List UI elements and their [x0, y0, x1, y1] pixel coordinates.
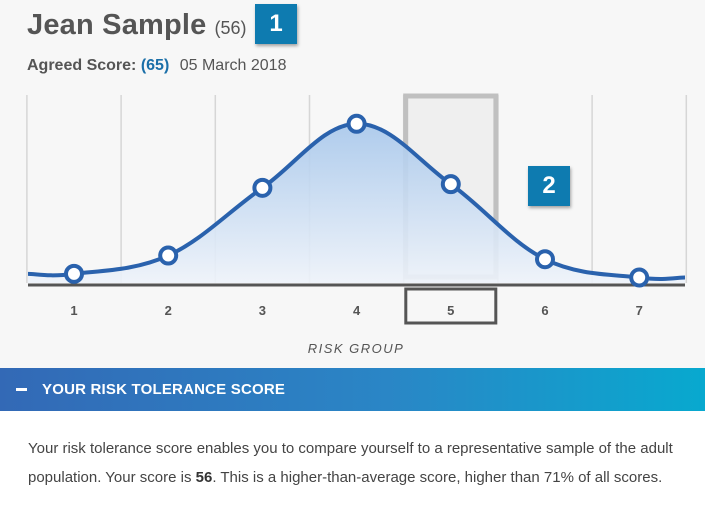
x-axis-ticks: 1 2 3 4 5 6 7: [70, 303, 642, 318]
tick-label-5: 5: [447, 303, 454, 318]
risk-group-chart: 1 2 3 4 5 6 7: [26, 93, 688, 325]
description-score: 56: [195, 469, 213, 486]
data-point-group-4: [346, 113, 367, 134]
agreed-score-row: Agreed Score: (65) 05 March 2018: [27, 57, 286, 75]
data-point-group-6: [535, 249, 555, 270]
client-heading: Jean Sample (56): [27, 9, 247, 42]
agreed-score-label: Agreed Score:: [27, 57, 137, 74]
step-badge-2: 2: [528, 166, 570, 206]
distribution-area: [28, 123, 685, 283]
section-title: YOUR RISK TOLERANCE SCORE: [42, 381, 286, 398]
description-text-before: Your risk tolerance score enables you to…: [28, 440, 673, 486]
tick-label-2: 2: [165, 303, 172, 318]
tick-label-6: 6: [541, 303, 548, 318]
step-badge-1: 1: [255, 4, 297, 44]
data-point-group-2: [158, 245, 179, 266]
client-score: (56): [214, 18, 247, 38]
x-axis-label: RISK GROUP: [307, 341, 405, 356]
description-text-after: . This is a higher-than-average score, h…: [212, 469, 663, 486]
data-point-group-7: [629, 267, 650, 288]
tick-label-3: 3: [259, 303, 266, 318]
agreed-score-date: 05 March 2018: [179, 57, 287, 74]
selected-group-tick-box: [404, 287, 498, 325]
tick-label-1: 1: [70, 303, 77, 318]
minus-icon[interactable]: [16, 388, 27, 391]
data-point-group-1: [64, 263, 84, 284]
risk-tolerance-section-header[interactable]: YOUR RISK TOLERANCE SCORE: [0, 368, 705, 411]
agreed-score-value: (65): [140, 57, 170, 74]
data-point-group-3: [252, 177, 273, 198]
tick-label-7: 7: [636, 303, 643, 318]
data-point-group-5: [440, 174, 461, 195]
tick-label-4: 4: [353, 303, 361, 318]
data-points: [64, 113, 650, 288]
score-description: Your risk tolerance score enables you to…: [28, 434, 688, 492]
client-name: Jean Sample: [27, 9, 207, 41]
